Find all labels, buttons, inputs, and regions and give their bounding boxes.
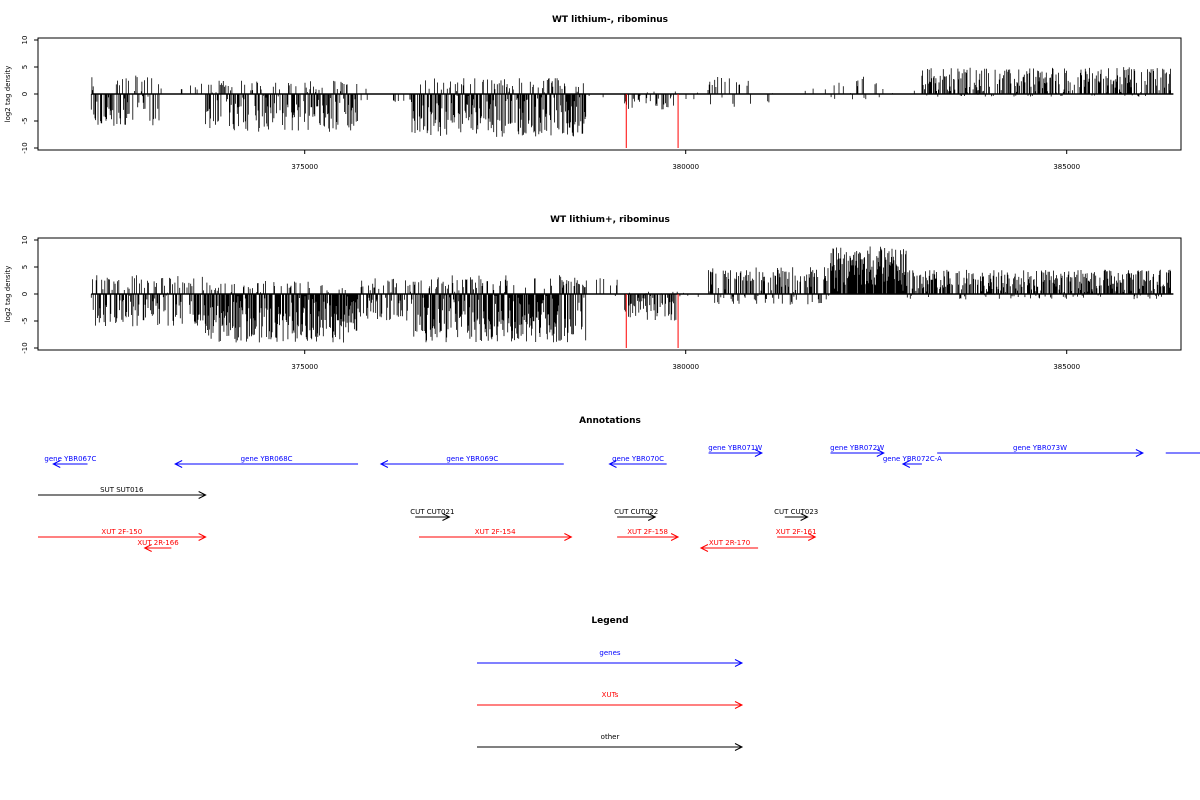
annotation-arrow: gene YBR074W [1165, 452, 1200, 454]
annotation-arrow: gene YBR067C [44, 455, 96, 468]
annotation-label: CUT CUT022 [614, 508, 658, 516]
panel-title: WT lithium+, ribominus [550, 215, 670, 225]
panel-title: WT lithium-, ribominus [552, 15, 668, 25]
x-tick-label: 385000 [1053, 363, 1080, 371]
x-tick-label: 380000 [672, 363, 699, 371]
annotation-label: CUT CUT023 [774, 508, 818, 516]
y-tick-label: -10 [21, 142, 29, 153]
annotation-arrow: XUT 2F-158 [617, 528, 680, 541]
y-tick-label: 0 [21, 92, 29, 96]
y-axis-label: log2 tag density [4, 66, 12, 123]
annotation-label: gene YBR070C [612, 455, 664, 463]
annotation-arrow: XUT 2F-150 [38, 528, 207, 541]
annotations-panel: Annotations gene YBR067C gene YBR068C gene… [38, 416, 1200, 552]
x-tick-label: 375000 [291, 163, 318, 171]
annotation-label: gene YBR069C [446, 455, 498, 463]
x-tick-label: 375000 [291, 363, 318, 371]
annotation-arrow: gene YBR070C [608, 455, 667, 468]
annotation-label: XUT 2F-161 [776, 528, 817, 536]
y-tick-label: 5 [21, 65, 29, 69]
legend-label: XUTs [602, 691, 619, 699]
annotation-label: XUT 2F-158 [627, 528, 668, 536]
y-tick-label: 10 [21, 236, 29, 245]
y-tick-label: -10 [21, 342, 29, 353]
legend-label: genes [599, 649, 620, 657]
annotation-label: gene YBR071W [708, 444, 762, 452]
legend-panel: Legend genes XUTs other [477, 616, 744, 751]
y-tick-label: -5 [21, 118, 29, 125]
annotation-arrow: SUT SUT016 [38, 486, 207, 499]
y-tick-label: 0 [21, 292, 29, 296]
annotation-label: XUT 2R-170 [709, 539, 750, 547]
annotation-arrow: CUT CUT023 [774, 508, 818, 521]
legend-label: other [601, 733, 620, 741]
legend-item: XUTs [477, 691, 744, 709]
annotation-label: gene YBR072W [830, 444, 884, 452]
annotation-label: gene YBR073W [1013, 444, 1067, 452]
annotation-arrow: XUT 2F-161 [776, 528, 817, 541]
annotation-label: XUT 2F-150 [101, 528, 142, 536]
legend-item: genes [477, 649, 744, 667]
density-panel-2: WT lithium+, ribominus -10 -5 0 5 10 log2 tag … [4, 215, 1182, 371]
annotation-arrow: gene YBR068C [174, 455, 359, 468]
annotation-label: gene YBR072C-A [883, 455, 942, 463]
legend-title: Legend [591, 616, 628, 626]
y-tick-label: -5 [21, 318, 29, 325]
annotations-title: Annotations [579, 416, 641, 426]
annotation-arrow: gene YBR072C-A [883, 455, 942, 468]
annotation-arrow: XUT 2R-170 [699, 539, 759, 552]
density-bars [90, 67, 1173, 137]
annotation-label: XUT 2F-154 [475, 528, 516, 536]
annotation-arrow: gene YBR071W [708, 444, 764, 457]
annotation-label: gene YBR068C [241, 455, 293, 463]
density-bars [90, 246, 1173, 343]
annotation-arrow: XUT 2F-154 [419, 528, 573, 541]
y-tick-label: 5 [21, 265, 29, 269]
annotation-label: CUT CUT021 [410, 508, 454, 516]
annotation-arrow: gene YBR069C [379, 455, 564, 468]
legend-item: other [477, 733, 744, 751]
x-tick-label: 385000 [1053, 163, 1080, 171]
annotation-arrow: XUT 2R-166 [137, 539, 179, 552]
annotation-arrow: CUT CUT021 [410, 508, 454, 521]
density-panels: WT lithium-, ribominus -10 -5 0 5 10 log2 tag … [4, 15, 1182, 371]
annotation-arrow: CUT CUT022 [614, 508, 658, 521]
annotation-label: XUT 2R-166 [137, 539, 179, 547]
annotation-arrow: gene YBR073W [937, 444, 1145, 457]
y-tick-label: 10 [21, 36, 29, 45]
y-axis-label: log2 tag density [4, 266, 12, 323]
x-tick-label: 380000 [672, 163, 699, 171]
density-panel-1: WT lithium-, ribominus -10 -5 0 5 10 log2 tag … [4, 15, 1182, 171]
annotation-label: SUT SUT016 [100, 486, 144, 494]
annotation-arrow: gene YBR072W [830, 444, 885, 457]
annotation-label: gene YBR067C [44, 455, 96, 463]
